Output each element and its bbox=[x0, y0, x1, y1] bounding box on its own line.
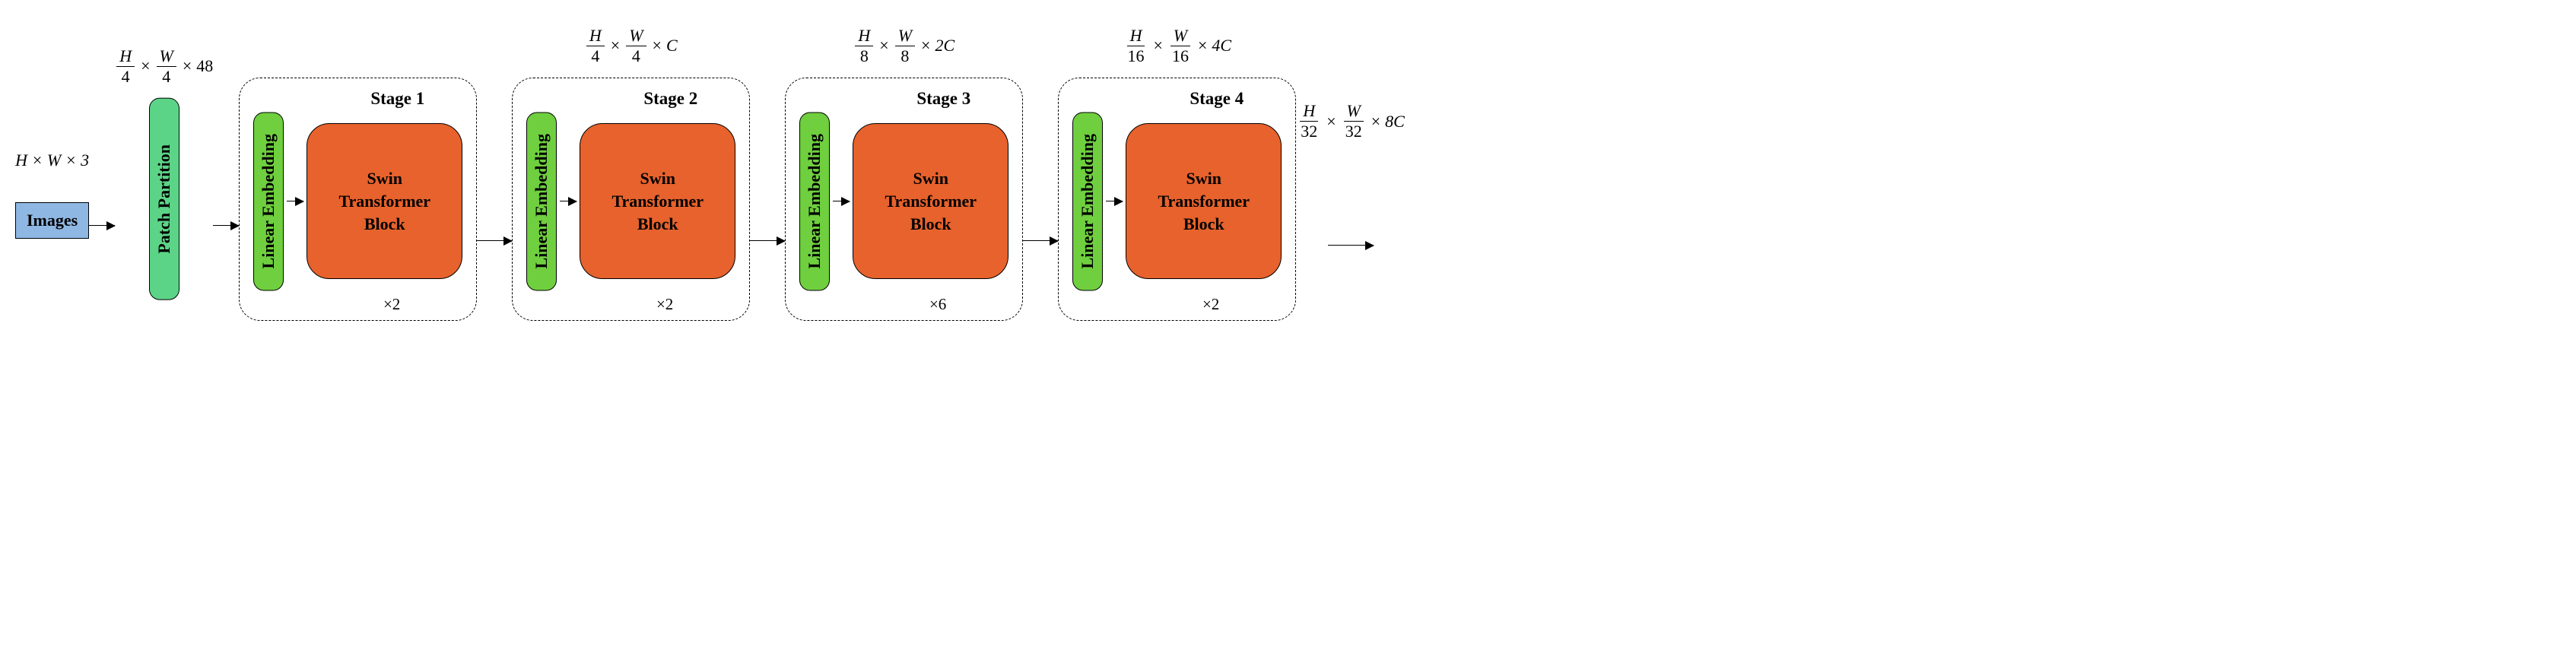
arrow-icon bbox=[1328, 245, 1374, 246]
formula-stage4: H16×W16×4C bbox=[1123, 23, 1232, 68]
linear-embedding-box: Linear Embedding bbox=[1072, 112, 1103, 290]
stage-group: Stage 4 Linear Embedding SwinTransformerBl… bbox=[1058, 78, 1296, 321]
stage-title: Stage 2 bbox=[643, 89, 697, 109]
final-col: H32×W32×8C bbox=[1296, 99, 1405, 246]
linear-embedding-box: Linear Embedding bbox=[526, 112, 557, 290]
stage-group: Stage 1 Linear Embedding SwinTransformerBl… bbox=[239, 78, 477, 321]
stage-group: Stage 2 Linear Embedding SwinTransformerBl… bbox=[512, 78, 750, 321]
formula-stage2: H4×W4×C bbox=[585, 23, 678, 68]
stage-title: Stage 4 bbox=[1190, 89, 1244, 109]
input-column: H × W × 3 Images bbox=[15, 105, 89, 239]
arrow-icon bbox=[750, 240, 785, 241]
stage-multiplier: ×2 bbox=[1202, 295, 1219, 314]
arrow-icon bbox=[477, 240, 512, 241]
stage-column: H4×W4×C Stage 2 Linear Embedding SwinTransf… bbox=[512, 23, 750, 321]
stage-multiplier: ×2 bbox=[383, 295, 400, 314]
swin-transformer-block: SwinTransformerBlock bbox=[1126, 123, 1282, 279]
arrow-icon bbox=[213, 225, 239, 226]
arrow-col bbox=[477, 103, 512, 241]
linear-embedding-box: Linear Embedding bbox=[799, 112, 830, 290]
arrow-col bbox=[1023, 103, 1058, 241]
formula-stage1: H4×W4×48 bbox=[115, 43, 213, 89]
arrow-icon bbox=[1023, 240, 1058, 241]
input-dim: H × W × 3 bbox=[15, 151, 89, 170]
stage-multiplier: ×2 bbox=[656, 295, 673, 314]
stage-column: Stage 1 Linear Embedding SwinTransformerBl… bbox=[239, 23, 477, 321]
formula-stage3: H8×W8×2C bbox=[853, 23, 954, 68]
stage-title: Stage 1 bbox=[370, 89, 424, 109]
arrow-icon bbox=[89, 225, 115, 226]
formula-final: H32×W32×8C bbox=[1296, 99, 1405, 144]
stage-column: H8×W8×2C Stage 3 Linear Embedding SwinTrans… bbox=[785, 23, 1023, 321]
images-box: Images bbox=[15, 202, 89, 239]
swin-architecture-diagram: H × W × 3 Images H4×W4×48 Patch Partitio… bbox=[15, 23, 2561, 321]
stage-title: Stage 3 bbox=[916, 89, 970, 109]
patch-partition-col: H4×W4×48 Patch Partition bbox=[115, 43, 213, 300]
arrow-col bbox=[213, 119, 239, 226]
arrow-col bbox=[89, 119, 115, 226]
swin-transformer-block: SwinTransformerBlock bbox=[580, 123, 735, 279]
stage-column: H16×W16×4C Stage 4 Linear Embedding SwinTra… bbox=[1058, 23, 1296, 321]
arrow-col bbox=[750, 103, 785, 241]
stage-group: Stage 3 Linear Embedding SwinTransformerBl… bbox=[785, 78, 1023, 321]
stage-multiplier: ×6 bbox=[929, 295, 946, 314]
patch-partition-box: Patch Partition bbox=[149, 98, 179, 300]
swin-transformer-block: SwinTransformerBlock bbox=[307, 123, 462, 279]
linear-embedding-box: Linear Embedding bbox=[253, 112, 284, 290]
swin-transformer-block: SwinTransformerBlock bbox=[853, 123, 1008, 279]
